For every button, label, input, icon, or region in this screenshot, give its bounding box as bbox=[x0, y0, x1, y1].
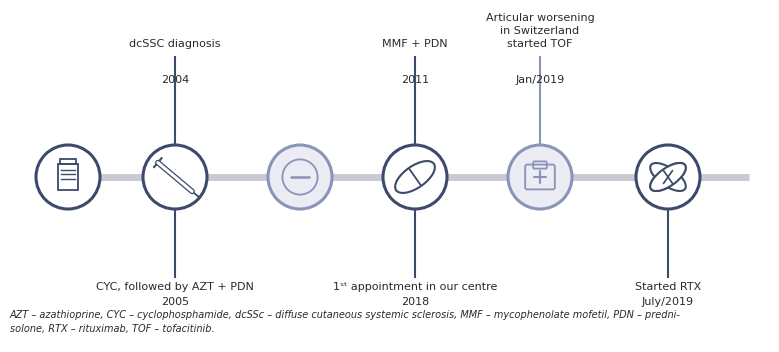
Text: July/2019: July/2019 bbox=[642, 297, 694, 307]
Circle shape bbox=[508, 145, 572, 209]
Text: 2018: 2018 bbox=[401, 297, 429, 307]
Ellipse shape bbox=[650, 163, 686, 191]
Text: dcSSC diagnosis: dcSSC diagnosis bbox=[129, 39, 220, 49]
Text: Jan/2019: Jan/2019 bbox=[516, 75, 565, 85]
Text: CYC, followed by AZT + PDN: CYC, followed by AZT + PDN bbox=[96, 282, 254, 292]
Text: 2004: 2004 bbox=[161, 75, 189, 85]
Text: 2005: 2005 bbox=[161, 297, 189, 307]
Ellipse shape bbox=[650, 163, 686, 191]
Text: MMF + PDN: MMF + PDN bbox=[382, 39, 448, 49]
Circle shape bbox=[143, 145, 207, 209]
Text: AZT – azathioprine, CYC – cyclophosphamide, dcSSc – diffuse cutaneous systemic s: AZT – azathioprine, CYC – cyclophosphami… bbox=[10, 310, 681, 334]
Bar bbox=[60, 159, 76, 164]
Text: Started RTX: Started RTX bbox=[635, 282, 701, 292]
Circle shape bbox=[268, 145, 332, 209]
Circle shape bbox=[383, 145, 447, 209]
Ellipse shape bbox=[650, 163, 686, 191]
Bar bbox=[58, 164, 79, 190]
Text: 1ˢᵗ appointment in our centre: 1ˢᵗ appointment in our centre bbox=[333, 282, 497, 292]
Text: 2011: 2011 bbox=[401, 75, 429, 85]
Text: Articular worsening
in Switzerland
started TOF: Articular worsening in Switzerland start… bbox=[485, 13, 594, 49]
Circle shape bbox=[36, 145, 100, 209]
Circle shape bbox=[636, 145, 700, 209]
